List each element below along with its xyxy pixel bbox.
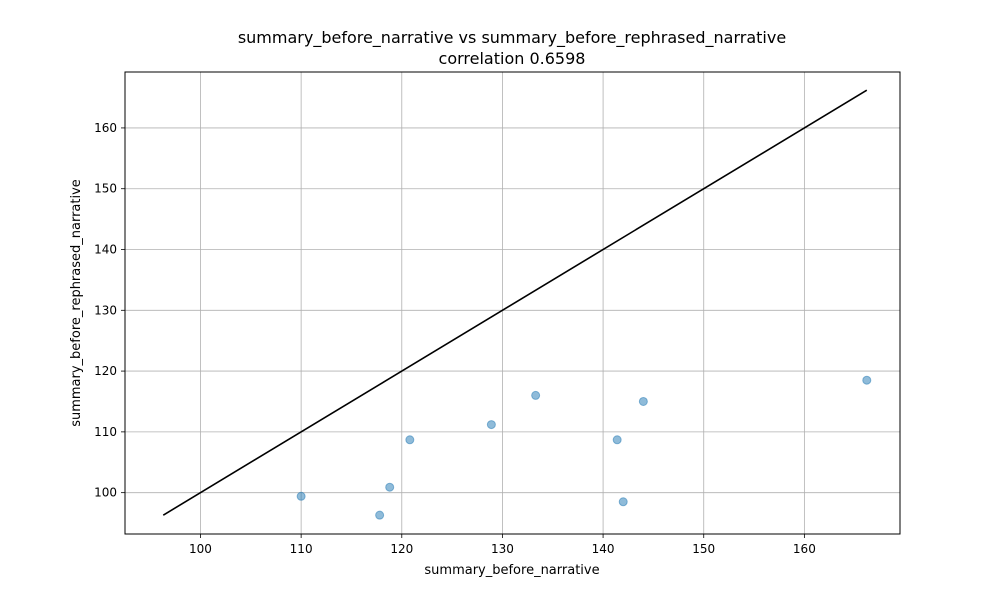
data-point <box>618 497 628 507</box>
data-points <box>296 375 872 520</box>
data-point <box>531 390 541 400</box>
data-point <box>296 491 306 501</box>
chart-title: summary_before_narrative vs summary_befo… <box>238 28 786 48</box>
reference-line-group <box>162 89 868 516</box>
data-point <box>862 375 872 385</box>
plot-area-frame <box>124 71 901 535</box>
x-axis-label: summary_before_narrative <box>424 563 599 578</box>
data-point <box>375 510 385 520</box>
y-tick-label: 160 <box>94 121 117 135</box>
x-tick-label: 130 <box>491 542 514 556</box>
y-tick-label: 120 <box>94 364 117 378</box>
axis-ticks: 100 110 120 130 140 150 160 100 110 120 130 140 150 1… <box>94 121 816 556</box>
x-tick-label: 120 <box>390 542 413 556</box>
y-tick-label: 100 <box>94 486 117 500</box>
x-tick-label: 110 <box>290 542 313 556</box>
data-point <box>385 482 395 492</box>
identity-reference-line <box>162 89 868 516</box>
y-tick-label: 140 <box>94 243 117 257</box>
y-axis-label: summary_before_rephrased_narrative <box>69 179 84 427</box>
data-point <box>638 396 648 406</box>
chart-subtitle: correlation 0.6598 <box>439 49 586 68</box>
y-tick-label: 130 <box>94 303 117 317</box>
data-point <box>486 420 496 430</box>
x-tick-label: 100 <box>189 542 212 556</box>
x-tick-label: 150 <box>692 542 715 556</box>
data-point <box>612 435 622 445</box>
x-tick-label: 160 <box>793 542 816 556</box>
y-tick-label: 110 <box>94 425 117 439</box>
grid <box>125 72 900 534</box>
y-tick-label: 150 <box>94 182 117 196</box>
data-point <box>405 435 415 445</box>
x-tick-label: 140 <box>592 542 615 556</box>
